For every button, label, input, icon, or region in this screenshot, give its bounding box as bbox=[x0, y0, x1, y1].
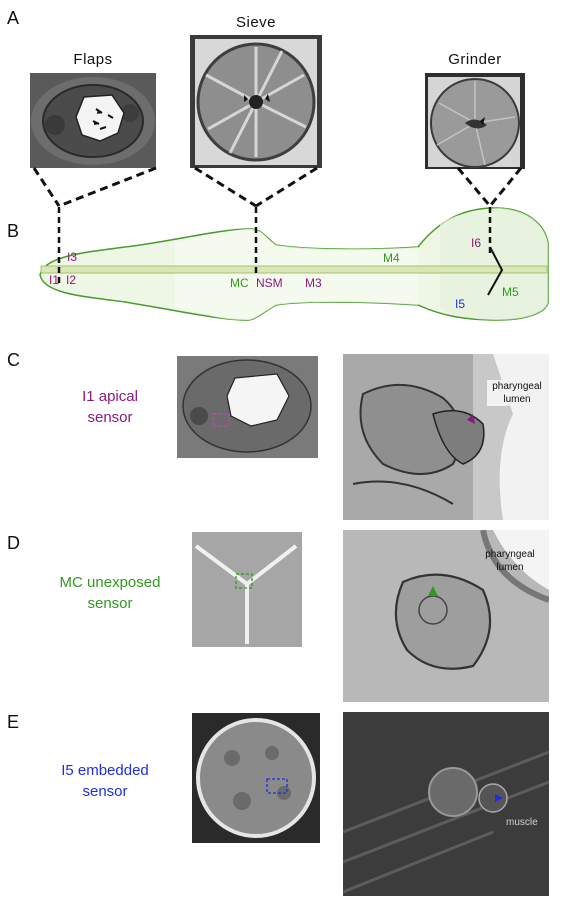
pharyngeal-lumen-label-d: pharyngeal lumen bbox=[476, 548, 544, 574]
panel-letter-e: E bbox=[7, 712, 20, 732]
i5-overview-em-image bbox=[192, 713, 320, 843]
i1-overview-em-image bbox=[177, 356, 318, 458]
lumen-c-line2: lumen bbox=[503, 394, 531, 405]
label-i5: I5 bbox=[455, 297, 466, 311]
i1-zoom-box bbox=[212, 413, 230, 427]
label-i2: I2 bbox=[66, 273, 77, 287]
mc-zoom-em-image bbox=[343, 530, 549, 702]
lumen-d-line1: pharyngeal bbox=[485, 549, 535, 560]
flaps-em-image bbox=[30, 73, 156, 168]
i1-sensor-line1: I1 apical bbox=[82, 388, 138, 405]
panel-letter-a: A bbox=[7, 8, 20, 28]
i5-sensor-line1: I5 embedded bbox=[61, 762, 149, 779]
mc-zoom-box bbox=[235, 573, 253, 589]
label-i3: I3 bbox=[67, 250, 78, 264]
pharyngeal-lumen-line bbox=[40, 265, 548, 274]
i1-arrow bbox=[467, 414, 475, 424]
mc-arrow bbox=[428, 586, 438, 596]
i1-sensor-line2: sensor bbox=[87, 409, 133, 426]
i5-sensor-line2: sensor bbox=[82, 783, 128, 800]
sieve-title: Sieve bbox=[235, 14, 277, 31]
mc-sensor-label: MC unexposed sensor bbox=[40, 572, 180, 614]
i1-zoom-em-image bbox=[343, 354, 549, 520]
pharyngeal-lumen-label-c: pharyngeal lumen bbox=[487, 380, 547, 406]
label-m3: M3 bbox=[305, 276, 322, 290]
i1-sensor-label: I1 apical sensor bbox=[50, 386, 170, 428]
sieve-em-image bbox=[190, 35, 322, 168]
i5-zoom-box bbox=[266, 778, 288, 794]
label-i1: I1 bbox=[49, 273, 60, 287]
mc-overview-em-image bbox=[192, 532, 302, 647]
label-m5: M5 bbox=[502, 285, 519, 299]
label-i6: I6 bbox=[471, 236, 482, 250]
mc-sensor-line1: MC unexposed bbox=[59, 574, 161, 591]
flaps-title: Flaps bbox=[73, 51, 113, 68]
pharynx-diagram bbox=[39, 207, 549, 321]
label-m4: M4 bbox=[383, 251, 400, 265]
panel-letter-b: B bbox=[7, 221, 20, 241]
i5-arrow bbox=[495, 794, 503, 802]
grinder-em-image bbox=[425, 73, 525, 169]
panel-a-connector-lines bbox=[32, 166, 523, 208]
label-nsm: NSM bbox=[256, 276, 283, 290]
muscle-label: muscle bbox=[506, 817, 538, 828]
panel-letter-c: C bbox=[7, 350, 20, 370]
lumen-c-line1: pharyngeal bbox=[492, 381, 542, 392]
lumen-d-line2: lumen bbox=[496, 562, 524, 573]
grinder-title: Grinder bbox=[448, 51, 502, 68]
panel-letter-d: D bbox=[7, 533, 20, 553]
label-mc: MC bbox=[230, 276, 249, 290]
m5-marker bbox=[487, 246, 504, 296]
mc-sensor-line2: sensor bbox=[87, 595, 133, 612]
i5-zoom-em-image bbox=[343, 712, 549, 896]
i5-sensor-label: I5 embedded sensor bbox=[40, 760, 170, 802]
